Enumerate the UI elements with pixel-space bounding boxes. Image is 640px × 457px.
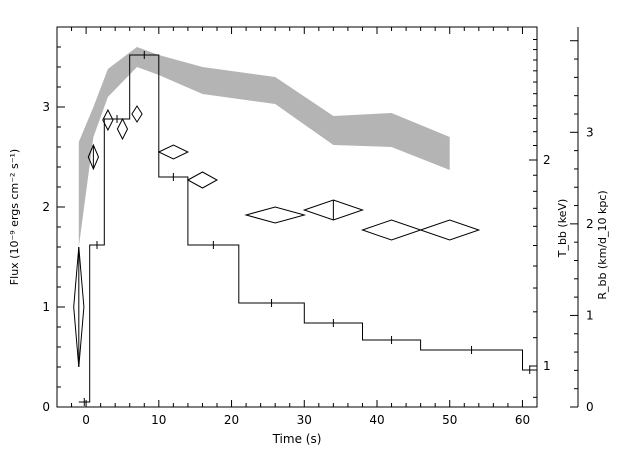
x-axis: 0 10 20 30 40 50 60 — [56, 27, 538, 427]
temperature-diamond-3 — [116, 117, 129, 141]
radius-tick-label: 3 — [586, 125, 594, 139]
flux-histogram-layer — [78, 51, 537, 406]
x-tick-label: 0 — [82, 413, 90, 427]
radius-band — [78, 47, 450, 247]
temperature-tick-label: 1 — [543, 359, 551, 373]
temperature-diamond-0 — [73, 246, 85, 368]
x-tick-label: 50 — [442, 413, 457, 427]
temperature-diamond-2 — [102, 108, 114, 132]
left-y-tick-label: 0 — [42, 400, 50, 414]
temperature-axis-title: T_bb (keV) — [556, 199, 569, 259]
left-y-tick-label: 1 — [42, 300, 50, 314]
x-tick-label: 20 — [224, 413, 239, 427]
temperature-diamond-6 — [186, 171, 219, 189]
radius-axis: 0 1 2 3 — [570, 40, 594, 414]
temperature-diamond-9 — [360, 219, 423, 241]
left-y-axis: 0 1 2 3 — [42, 26, 65, 414]
temperature-diamond-1 — [87, 143, 100, 171]
plot-frame — [56, 26, 538, 408]
temperature-diamond-5 — [157, 144, 190, 160]
temperature-diamonds-layer — [73, 105, 481, 368]
x-tick-label: 60 — [515, 413, 530, 427]
left-y-tick-label: 2 — [42, 200, 50, 214]
radius-tick-label: 2 — [586, 217, 594, 231]
x-tick-label: 10 — [151, 413, 166, 427]
temperature-axis: 12 — [529, 38, 551, 398]
radius-tick-label: 0 — [586, 400, 594, 414]
temperature-diamond-4 — [131, 105, 143, 123]
radius-tick-label: 1 — [586, 308, 594, 322]
left-axis-title: Flux (10⁻⁹ ergs cm⁻² s⁻¹) — [8, 149, 21, 285]
temperature-diamond-10 — [419, 219, 481, 241]
temperature-tick-label: 2 — [543, 153, 551, 167]
radius-band-layer — [78, 47, 450, 247]
temperature-diamond-7 — [244, 206, 307, 224]
x-tick-label: 30 — [297, 413, 312, 427]
temperature-diamond-8 — [302, 199, 365, 221]
x-axis-title: Time (s) — [272, 432, 322, 446]
left-y-tick-label: 3 — [42, 100, 50, 114]
radius-axis-title: R_bb (km/d_10 kpc) — [596, 190, 609, 299]
x-tick-label: 40 — [369, 413, 384, 427]
